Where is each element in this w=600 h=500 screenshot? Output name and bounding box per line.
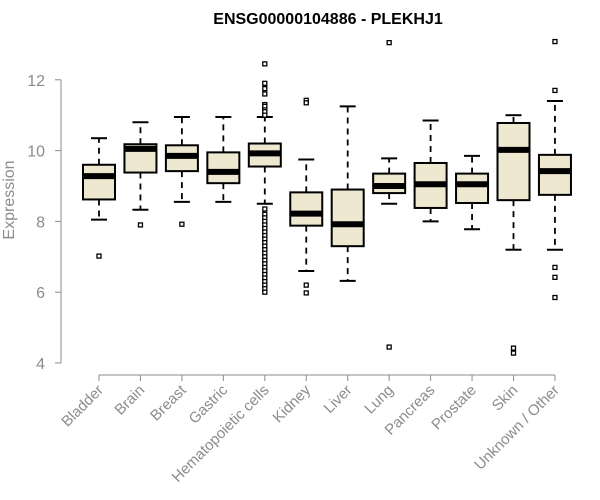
- x-tick-label: Skin: [489, 382, 522, 415]
- x-tick-label: Bladder: [58, 382, 107, 431]
- outlier-point: [552, 38, 558, 45]
- box-group: [496, 114, 531, 356]
- outlier-point: [262, 112, 268, 118]
- outlier-point: [262, 289, 268, 295]
- box: [289, 191, 324, 227]
- x-tick-label: Kidney: [270, 381, 315, 426]
- outlier-point: [137, 222, 144, 228]
- box-group: [455, 154, 490, 231]
- x-tick-label: Prostate: [428, 382, 480, 434]
- x-tick-label: Brain: [111, 382, 148, 419]
- box: [496, 121, 531, 202]
- outlier-point: [552, 264, 558, 271]
- outlier-point: [262, 206, 268, 212]
- box-group: [372, 39, 407, 350]
- chart-title: ENSG00000104886 - PLEKHJ1: [213, 11, 443, 28]
- outlier-point: [262, 80, 268, 86]
- box: [82, 163, 116, 201]
- outlier-point: [303, 290, 309, 296]
- x-tick-label: Breast: [147, 381, 190, 424]
- box-group: [247, 61, 282, 295]
- box: [206, 151, 241, 185]
- outlier-point: [386, 344, 392, 350]
- box-group: [123, 121, 158, 228]
- x-tick-label: Lung: [361, 382, 397, 418]
- outlier-point: [262, 61, 268, 67]
- outlier-point: [510, 350, 517, 356]
- box-group: [164, 115, 199, 227]
- outlier-point: [552, 274, 558, 280]
- y-axis-label: Expression: [1, 160, 18, 239]
- box-group: [537, 38, 572, 301]
- outlier-point: [386, 39, 392, 46]
- y-tick-label: 6: [36, 285, 45, 302]
- box-group: [330, 105, 365, 282]
- box: [330, 188, 365, 248]
- outlier-point: [552, 294, 558, 301]
- outlier-point: [510, 345, 517, 351]
- y-tick-label: 12: [27, 73, 45, 90]
- box: [537, 153, 572, 196]
- outlier-point: [179, 221, 185, 227]
- outlier-point: [96, 253, 102, 259]
- x-tick-label: Liver: [321, 382, 356, 417]
- box-group: [289, 97, 324, 296]
- y-tick-label: 4: [36, 356, 45, 373]
- y-tick-label: 8: [36, 214, 45, 231]
- y-axis: 4 6 8 10 12: [27, 73, 62, 373]
- box-group: [413, 119, 448, 223]
- box-group: [206, 115, 241, 203]
- y-tick-label: 10: [27, 144, 45, 161]
- plot-area: [82, 38, 572, 356]
- outlier-point: [303, 100, 309, 106]
- outlier-point: [552, 87, 558, 94]
- outlier-point: [303, 282, 309, 288]
- outlier-point: [262, 91, 268, 97]
- box: [455, 172, 490, 204]
- box-group: [82, 137, 116, 259]
- outlier-point: [262, 86, 268, 92]
